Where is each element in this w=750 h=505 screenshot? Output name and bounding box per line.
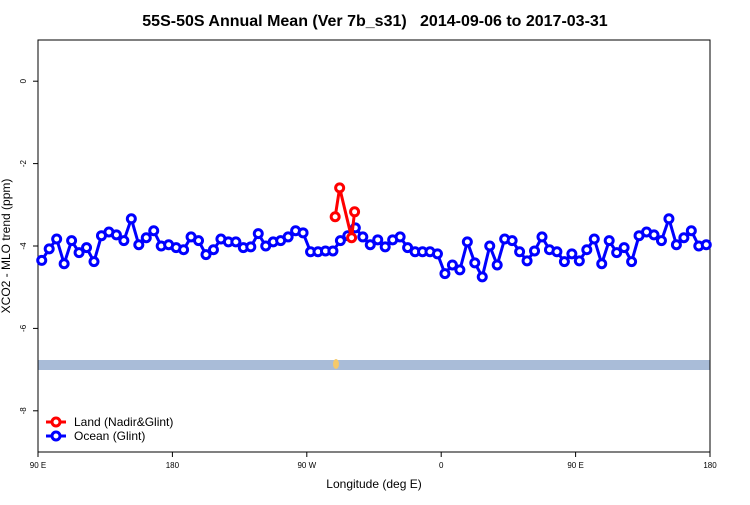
point: [529, 245, 541, 257]
series-line: [333, 187, 357, 239]
point: [327, 245, 339, 257]
legend-marker: [50, 416, 62, 428]
point: [230, 236, 242, 248]
point: [200, 249, 212, 261]
point: [36, 254, 48, 266]
point: [73, 247, 85, 259]
point: [670, 239, 682, 251]
point: [558, 256, 570, 268]
point: [329, 211, 341, 223]
point: [685, 225, 697, 237]
x-tick-label: 90 W: [297, 461, 316, 470]
point: [506, 235, 518, 247]
point: [66, 235, 78, 247]
point: [566, 248, 578, 260]
point: [346, 232, 358, 244]
point: [678, 232, 690, 244]
point: [58, 258, 70, 270]
point: [357, 231, 369, 243]
legend-marker: [50, 430, 62, 442]
point: [655, 235, 667, 247]
x-axis-label: Longitude (deg E): [326, 477, 421, 491]
y-tick-label: -2: [19, 159, 28, 167]
point: [648, 229, 660, 241]
x-tick-label: 180: [703, 461, 717, 470]
point: [88, 256, 100, 268]
point: [469, 257, 481, 269]
point: [431, 248, 443, 260]
y-tick-label: -6: [19, 324, 28, 332]
point: [618, 242, 630, 254]
point: [439, 268, 451, 280]
point: [43, 243, 55, 255]
point: [663, 213, 675, 225]
point: [611, 247, 623, 259]
point: [454, 264, 466, 276]
chart-title: 55S-50S Annual Mean (Ver 7b_s31) 2014-09…: [142, 13, 608, 30]
point: [536, 231, 548, 243]
point: [521, 255, 533, 267]
point: [588, 233, 600, 245]
point: [133, 239, 145, 251]
point: [581, 244, 593, 256]
point: [245, 241, 257, 253]
point: [334, 182, 346, 194]
point: [110, 229, 122, 241]
point: [297, 227, 309, 239]
point: [51, 233, 63, 245]
point: [282, 231, 294, 243]
point: [476, 271, 488, 283]
y-axis-label: XCO2 - MLO trend (ppm): [0, 179, 13, 314]
y-tick-label: -8: [19, 407, 28, 415]
point: [446, 259, 458, 271]
point: [394, 231, 406, 243]
point: [81, 242, 93, 254]
point: [372, 234, 384, 246]
point: [349, 206, 361, 218]
legend-label: Ocean (Glint): [74, 429, 145, 443]
x-tick-label: 180: [166, 461, 180, 470]
x-tick-label: 0: [439, 461, 444, 470]
point: [491, 259, 503, 271]
land-blob: [333, 359, 339, 369]
point: [125, 213, 137, 225]
point: [252, 228, 264, 240]
point: [551, 246, 563, 258]
point: [700, 239, 712, 251]
y-tick-label: -4: [19, 242, 28, 250]
point: [193, 235, 205, 247]
point: [140, 232, 152, 244]
x-tick-label: 90 E: [30, 461, 46, 470]
point: [364, 239, 376, 251]
point: [603, 235, 615, 247]
point: [207, 244, 219, 256]
point: [178, 244, 190, 256]
point: [596, 258, 608, 270]
point: [484, 240, 496, 252]
point: [379, 241, 391, 253]
y-tick-label: 0: [19, 78, 28, 83]
point: [626, 256, 638, 268]
point: [461, 236, 473, 248]
point: [118, 235, 130, 247]
point: [573, 255, 585, 267]
point: [514, 246, 526, 258]
x-tick-label: 90 E: [567, 461, 583, 470]
point: [148, 225, 160, 237]
point: [334, 235, 346, 247]
legend-label: Land (Nadir&Glint): [74, 415, 173, 429]
mask-band: [38, 360, 710, 370]
